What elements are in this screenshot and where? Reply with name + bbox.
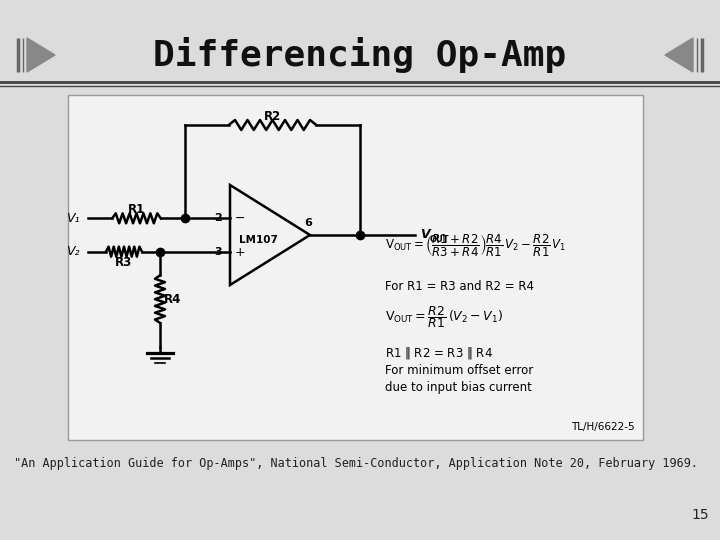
Text: V: V	[420, 228, 430, 241]
Text: 15: 15	[691, 508, 708, 522]
Text: R4: R4	[164, 293, 181, 306]
Text: V₂: V₂	[66, 245, 80, 258]
Polygon shape	[665, 38, 693, 72]
Text: OUT: OUT	[430, 234, 449, 244]
Text: due to input bias current: due to input bias current	[385, 381, 532, 394]
Text: TL/H/6622-5: TL/H/6622-5	[572, 422, 635, 432]
Text: 3: 3	[215, 247, 222, 256]
Text: Differencing Op-Amp: Differencing Op-Amp	[153, 37, 567, 73]
Text: +: +	[235, 246, 246, 259]
Text: $\mathrm{V_{OUT}} = \left(\dfrac{R1 + R2}{R3 + R4}\right)\dfrac{R4}{R1}\,V_2 - \: $\mathrm{V_{OUT}} = \left(\dfrac{R1 + R2…	[385, 232, 567, 258]
Text: R1 $\|$ R2 = R3 $\|$ R4: R1 $\|$ R2 = R3 $\|$ R4	[385, 345, 493, 361]
Text: $\mathrm{V_{OUT}} = \dfrac{R2}{R1}\,(V_2 - V_1)$: $\mathrm{V_{OUT}} = \dfrac{R2}{R1}\,(V_2…	[385, 304, 503, 330]
Text: For R1 = R3 and R2 = R4: For R1 = R3 and R2 = R4	[385, 280, 534, 294]
Text: For minimum offset error: For minimum offset error	[385, 364, 534, 377]
Text: V₁: V₁	[66, 212, 80, 225]
Text: R2: R2	[264, 110, 281, 123]
Polygon shape	[27, 38, 55, 72]
Text: "An Application Guide for Op-Amps", National Semi-Conductor, Application Note 20: "An Application Guide for Op-Amps", Nati…	[14, 456, 698, 469]
Text: 2: 2	[215, 213, 222, 224]
Text: −: −	[235, 212, 246, 225]
Text: 6: 6	[304, 218, 312, 228]
Text: R1: R1	[128, 203, 145, 216]
Text: R3: R3	[115, 256, 132, 269]
Text: LM107: LM107	[238, 235, 277, 245]
Bar	[68, 95, 643, 440]
